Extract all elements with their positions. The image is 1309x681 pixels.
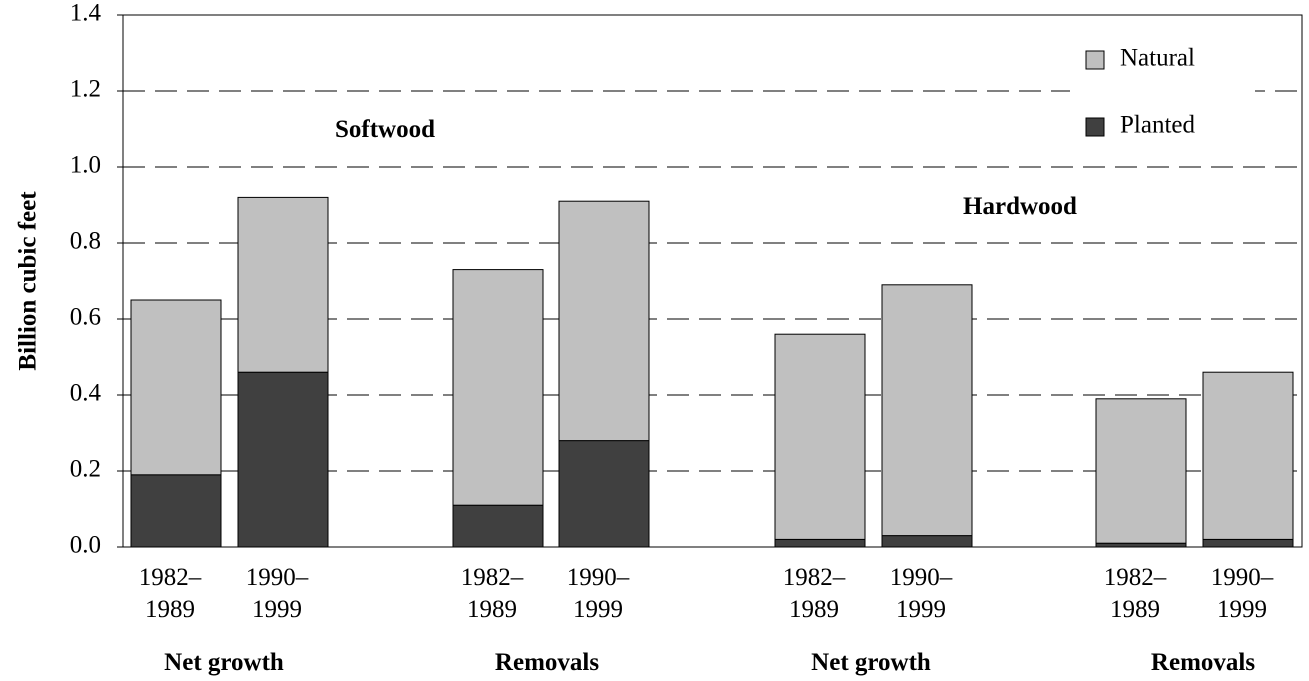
bar-segment bbox=[130, 474, 222, 548]
x-tick-label: 1982– 1989 bbox=[1103, 564, 1167, 623]
legend-swatch bbox=[1085, 50, 1105, 70]
x-tick-label: 1982– 1989 bbox=[782, 564, 846, 623]
y-tick-label: 0.4 bbox=[70, 380, 102, 407]
legend-label: Natural bbox=[1120, 45, 1195, 72]
annotation: Hardwood bbox=[963, 193, 1077, 220]
bar-segment bbox=[1202, 371, 1294, 540]
y-tick-label: 1.2 bbox=[70, 76, 101, 103]
x-tick-label: 1990– 1999 bbox=[566, 564, 630, 623]
group-label: Net growth bbox=[811, 649, 931, 676]
y-tick-label: 0.8 bbox=[70, 228, 101, 255]
annotation: Softwood bbox=[334, 116, 436, 143]
group-label: Net growth bbox=[164, 649, 284, 676]
bar-segment bbox=[1095, 542, 1187, 548]
bar-segment bbox=[881, 284, 973, 537]
y-tick-label: 0.0 bbox=[70, 532, 101, 559]
legend-label: Planted bbox=[1120, 112, 1195, 139]
y-tick-label: 1.4 bbox=[70, 0, 102, 27]
bar-segment bbox=[452, 504, 544, 548]
x-tick-label: 1990– 1999 bbox=[245, 564, 309, 623]
bar-segment bbox=[774, 333, 866, 540]
bar-segment bbox=[558, 200, 650, 442]
group-label: Removals bbox=[494, 649, 600, 676]
group-label: Removals bbox=[1150, 649, 1256, 676]
legend: Natural Planted bbox=[1070, 28, 1255, 143]
y-tick-label: 0.6 bbox=[70, 304, 101, 331]
bar-segment bbox=[237, 371, 329, 548]
bar-segment bbox=[130, 299, 222, 476]
bar-segment bbox=[881, 535, 973, 548]
x-tick-label: 1982– 1989 bbox=[138, 564, 202, 623]
y-tick-label: 1.0 bbox=[70, 152, 101, 179]
x-tick-label: 1990– 1999 bbox=[889, 564, 953, 623]
bar-segment bbox=[237, 196, 329, 373]
x-tick-label: 1990– 1999 bbox=[1210, 564, 1274, 623]
y-tick-label: 0.2 bbox=[70, 456, 101, 483]
plot-frame bbox=[122, 14, 1303, 548]
legend-swatch bbox=[1085, 117, 1105, 137]
bar-segment bbox=[558, 440, 650, 548]
bar-segment bbox=[774, 538, 866, 548]
bar-segment bbox=[1095, 398, 1187, 544]
x-tick-label: 1982– 1989 bbox=[460, 564, 524, 623]
bar-segment bbox=[452, 269, 544, 506]
y-axis-label: Billion cubic feet bbox=[15, 191, 42, 371]
bar-segment bbox=[1202, 538, 1294, 548]
